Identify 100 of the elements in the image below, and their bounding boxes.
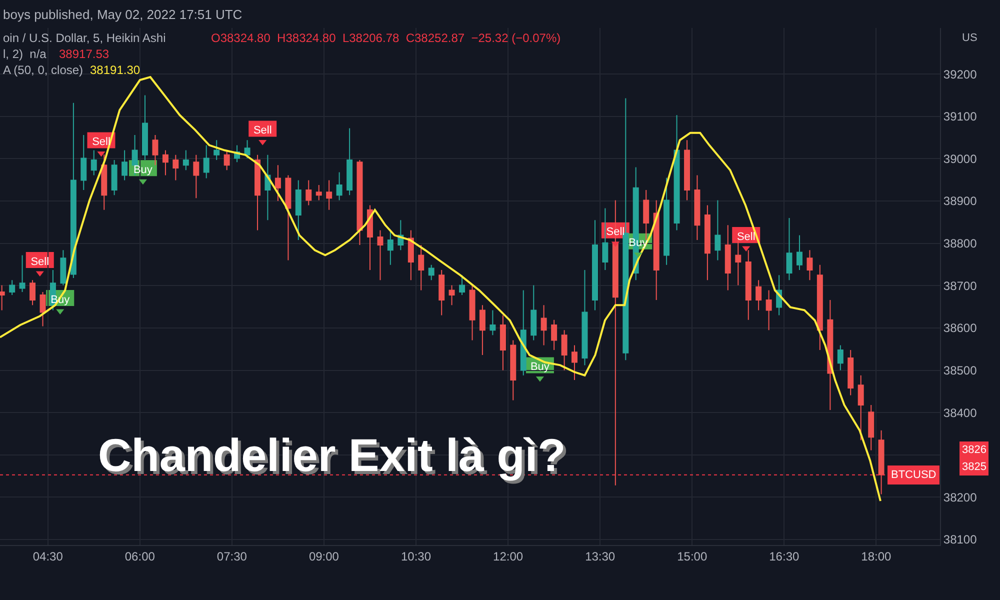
candlestick — [653, 200, 660, 301]
y-tick-label: 38100 — [943, 532, 978, 547]
candlestick — [735, 239, 742, 286]
candlestick — [756, 280, 762, 311]
candlestick — [142, 94, 148, 160]
candlestick — [122, 150, 128, 181]
candlestick — [428, 264, 434, 281]
candlestick — [622, 98, 629, 361]
annotation: O38324.80 H38324.80 L38206.78 C38252.87 −25.32 (−0.07%) — [211, 31, 561, 45]
text: US — [962, 32, 978, 44]
candlestick — [254, 154, 261, 231]
candlestick — [274, 164, 281, 202]
candlestick — [295, 180, 302, 240]
candlestick — [377, 230, 384, 281]
candlestick — [172, 154, 179, 181]
x-tick-label: 06:00 — [124, 549, 156, 564]
candlestick — [806, 250, 813, 281]
candlestick — [551, 319, 558, 350]
candlestick — [664, 177, 670, 266]
candlestick — [786, 217, 792, 281]
data-label: Sell — [253, 124, 272, 137]
candlestick — [674, 114, 680, 231]
candlestick — [582, 270, 588, 366]
candlestick — [510, 340, 516, 401]
candlestick — [418, 244, 424, 291]
candlestick — [346, 128, 353, 196]
candlestick — [0, 284, 5, 311]
annotation: l, 2) n/a — [3, 47, 47, 61]
annotation: 38917.53 — [59, 47, 110, 61]
candlestick — [214, 140, 220, 160]
candlestick — [602, 208, 608, 270]
candlestick — [336, 172, 342, 201]
text: 3825 — [962, 461, 986, 473]
candlestick — [858, 374, 864, 441]
candlestick — [408, 230, 414, 281]
candlestick — [162, 150, 168, 176]
candlestick — [520, 290, 526, 376]
candlestick — [714, 200, 721, 261]
candlestick — [152, 134, 158, 166]
candlestick — [387, 230, 394, 266]
candlestick — [459, 274, 466, 296]
point — [97, 151, 106, 157]
candlestick — [30, 280, 36, 306]
x-tick-label: 09:00 — [308, 549, 340, 564]
y-tick-label: 38200 — [943, 490, 978, 504]
candlestick — [182, 150, 189, 171]
candlestick — [878, 430, 884, 495]
candlestick — [868, 404, 874, 451]
candlestick — [19, 254, 26, 292]
candlestick — [500, 314, 506, 371]
candlestick — [490, 310, 496, 336]
y-tick-label: 38900 — [943, 194, 978, 208]
candlestick — [704, 204, 710, 281]
candlestick — [469, 284, 476, 341]
annotation: oin / U.S. Dollar, 5, Heikin Ashi — [3, 31, 166, 45]
x-tick-label: 12:00 — [493, 549, 524, 564]
candlestick — [530, 284, 537, 341]
candlestick — [837, 344, 844, 371]
candlestick — [684, 140, 690, 201]
candlestick — [561, 330, 568, 371]
candlestick — [60, 250, 66, 286]
x-tick-label: 10:30 — [400, 549, 432, 564]
candlestick — [193, 154, 200, 199]
candlestick — [766, 290, 772, 331]
candlestick — [306, 180, 312, 206]
candlestick — [724, 224, 731, 291]
y-tick-label: 38500 — [943, 363, 978, 378]
candlestick — [356, 160, 363, 246]
candlestick — [90, 150, 97, 176]
candlestick — [40, 292, 46, 327]
text: boys published, May 02, 2022 17:51 UTC — [3, 7, 242, 22]
data-label: Sell — [606, 226, 625, 238]
candlestick — [9, 280, 16, 296]
annotation: 38191.30 — [90, 63, 140, 77]
candlestick — [848, 349, 854, 396]
candlestick — [244, 140, 250, 159]
y-tick-label: 38800 — [943, 236, 978, 251]
candlestick — [80, 134, 87, 191]
x-tick-label: 15:00 — [677, 549, 708, 564]
candlestick — [592, 220, 598, 311]
candlestick — [448, 284, 455, 306]
candlestick — [540, 304, 547, 346]
y-tick-label: 39000 — [943, 152, 978, 166]
candlestick — [101, 154, 108, 210]
data-label: Sell — [736, 230, 756, 243]
candlestick — [264, 154, 271, 221]
x-tick-label: 04:30 — [32, 549, 64, 564]
candlestick — [745, 250, 752, 320]
candlestick — [796, 234, 802, 270]
candlestick — [285, 174, 292, 261]
y-tick-label: 39100 — [943, 110, 978, 124]
ref-line-label: BTCUSD — [891, 469, 936, 481]
point — [138, 179, 147, 185]
candlestick — [111, 160, 118, 196]
line-series — [0, 76, 882, 502]
x-tick-label: 16:30 — [769, 549, 800, 564]
candlestick — [438, 270, 445, 316]
candlestick — [326, 180, 332, 210]
y-tick-label: 38700 — [943, 278, 978, 293]
candlestick — [572, 344, 578, 380]
